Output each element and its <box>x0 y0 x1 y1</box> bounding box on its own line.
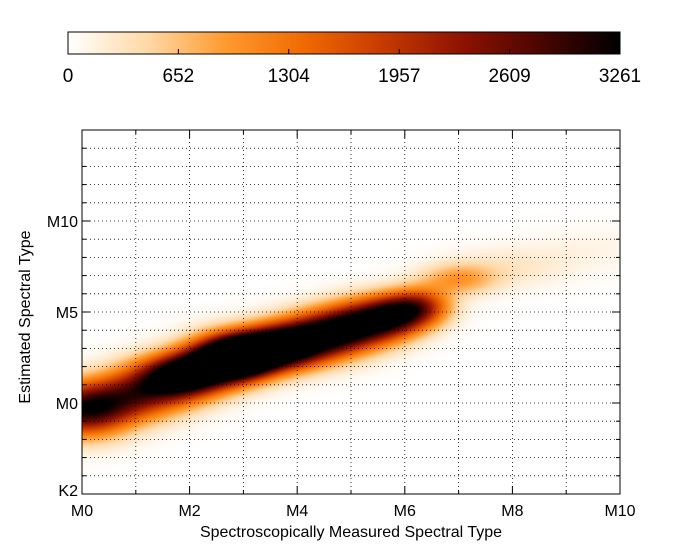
colorbar-gradient <box>67 31 621 55</box>
x-tick-label: M10 <box>604 503 635 520</box>
x-tick-label: M4 <box>286 503 308 520</box>
colorbar-tick-label: 3261 <box>599 66 641 87</box>
colorbar-tick-label: 2609 <box>488 66 530 87</box>
x-axis-title: Spectroscopically Measured Spectral Type <box>200 524 502 541</box>
x-tick-label: M8 <box>501 503 523 520</box>
colorbar-tick-label: 652 <box>163 66 195 87</box>
y-tick-label: M5 <box>56 305 78 322</box>
y-tick-label: K2 <box>58 483 78 500</box>
x-tick-label: M0 <box>71 503 93 520</box>
y-tick-label: M10 <box>47 214 78 231</box>
grid <box>82 130 620 494</box>
colorbar-tick-label: 1304 <box>268 66 311 87</box>
colorbar-tick-label: 1957 <box>378 66 420 87</box>
y-axis-title: Estimated Spectral Type <box>17 230 34 403</box>
plot-area: M0 M2 M4 M6 M8 M10 K2 M0 M5 M10 <box>47 129 636 520</box>
colorbar: 0 652 1304 1957 2609 3261 <box>63 31 641 87</box>
x-tick-label: M6 <box>394 503 416 520</box>
colorbar-tick-label: 0 <box>63 66 74 87</box>
x-tick-label: M2 <box>178 503 200 520</box>
y-tick-label: M0 <box>56 396 78 413</box>
